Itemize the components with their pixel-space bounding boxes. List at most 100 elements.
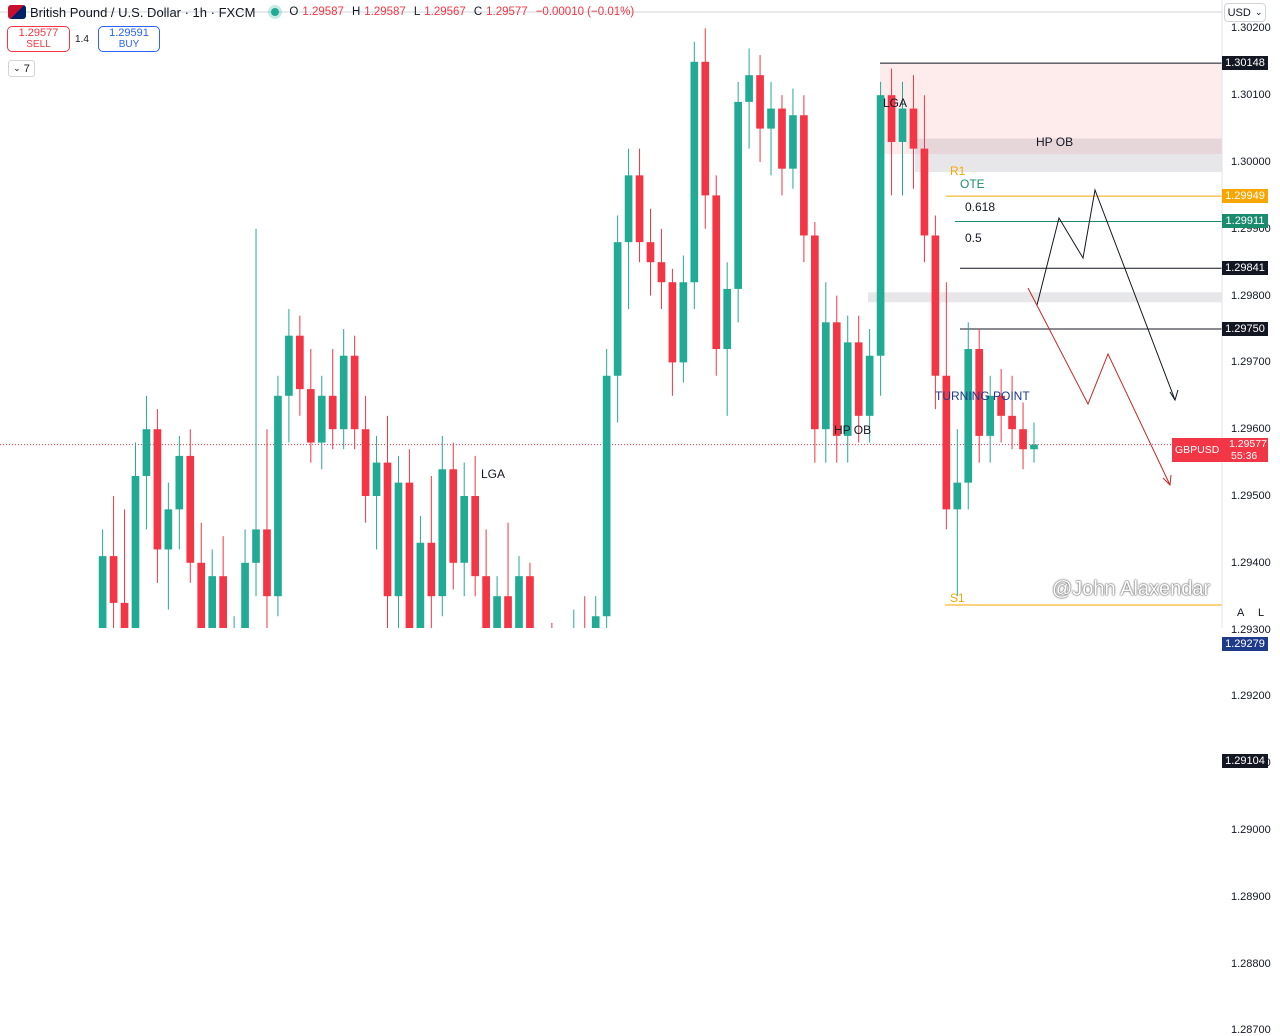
currency-selector[interactable]: USD ⌄ bbox=[1224, 3, 1266, 22]
price-tick: 1.29500 bbox=[1231, 490, 1271, 502]
r1-level-tag: 1.29949 bbox=[1222, 189, 1268, 204]
price-tick: 1.29700 bbox=[1231, 356, 1271, 369]
price-tick: 1.28900 bbox=[1231, 890, 1271, 903]
symbol-title[interactable]: British Pound / U.S. Dollar · 1h · FXCM bbox=[30, 4, 256, 20]
chevron-down-icon: ⌄ bbox=[13, 63, 21, 73]
price-tick: 1.30100 bbox=[1231, 89, 1271, 102]
price-tick: 1.29000 bbox=[1231, 824, 1271, 836]
hp-ob-top-zone bbox=[880, 63, 1222, 154]
order-block-zones bbox=[868, 63, 1222, 303]
candle-body bbox=[339, 355, 348, 430]
level-lines bbox=[0, 62, 1222, 606]
current-price-label: GBPUSD 1.29577 55:36 bbox=[1172, 437, 1268, 462]
candle-body bbox=[427, 542, 436, 597]
lga-low-level-tag: 1.29104 bbox=[1222, 753, 1268, 768]
sell-button[interactable]: 1.29577 SELL bbox=[7, 26, 70, 52]
bearish-arrow-head bbox=[1162, 474, 1172, 487]
candle-body bbox=[252, 529, 260, 563]
turning-point-level-tag: 1.29279 bbox=[1222, 636, 1268, 651]
ohlc-low-key: L bbox=[413, 6, 421, 18]
candle-body bbox=[778, 108, 786, 169]
candle-body bbox=[328, 395, 337, 430]
candle-body bbox=[723, 288, 732, 350]
candle-body bbox=[789, 115, 797, 169]
candle-body bbox=[821, 322, 830, 430]
candle-body bbox=[493, 596, 501, 628]
price-tick: 1.30000 bbox=[1231, 156, 1271, 168]
candle-body bbox=[953, 482, 962, 510]
s1-label: S1 bbox=[950, 591, 965, 605]
candle-body bbox=[515, 576, 523, 628]
candle-body bbox=[679, 282, 688, 363]
candle-body bbox=[482, 576, 490, 628]
candle-body bbox=[668, 282, 677, 363]
candle-body bbox=[526, 576, 534, 628]
candle-body bbox=[887, 95, 896, 142]
indicators-toggle-button[interactable]: ⌄ 7 bbox=[8, 60, 35, 77]
candle-body bbox=[98, 556, 107, 628]
candles bbox=[98, 28, 1038, 628]
candle-body bbox=[405, 482, 414, 628]
projection-paths bbox=[1027, 188, 1179, 487]
candle-body bbox=[613, 242, 622, 376]
candle-body bbox=[931, 235, 940, 376]
bar-countdown: 55:36 bbox=[1231, 449, 1258, 462]
candle-body bbox=[832, 322, 841, 436]
price-tick: 1.30200 bbox=[1231, 22, 1271, 35]
candle-body bbox=[690, 61, 699, 283]
candle-body bbox=[624, 175, 633, 243]
lga-top-label: LGA bbox=[883, 96, 908, 110]
candle-body bbox=[898, 108, 907, 142]
candle-body bbox=[131, 475, 140, 628]
candle-body bbox=[241, 562, 249, 628]
price-chart[interactable] bbox=[0, 0, 1280, 628]
candle-body bbox=[745, 75, 753, 102]
candle-body bbox=[109, 556, 118, 603]
candle-body bbox=[997, 395, 1005, 416]
fib-05-level-tag: 1.29750 bbox=[1222, 322, 1268, 336]
symbol-header: British Pound / U.S. Dollar · 1h · FXCM … bbox=[0, 0, 634, 24]
spread-value: 1.4 bbox=[75, 34, 89, 45]
fib-0618-level-tag: 1.29841 bbox=[1222, 261, 1268, 276]
currency-label: USD bbox=[1227, 6, 1251, 19]
candle-body bbox=[317, 395, 326, 443]
candle-body bbox=[460, 496, 469, 563]
candle-body bbox=[394, 482, 403, 597]
candle-body bbox=[175, 455, 184, 510]
candle-body bbox=[449, 469, 458, 563]
candle-body bbox=[197, 562, 206, 628]
candle-body bbox=[756, 75, 764, 129]
current-price: 1.29577 bbox=[1229, 437, 1267, 450]
gbp-usd-flag-icon bbox=[8, 5, 26, 19]
indicators-count: 7 bbox=[23, 62, 30, 75]
candle-body bbox=[372, 462, 381, 496]
candle-body bbox=[986, 395, 995, 436]
lga-bottom-label: LGA bbox=[481, 467, 506, 481]
candle-body bbox=[416, 542, 425, 628]
market-open-dot-icon bbox=[271, 8, 280, 16]
buy-label: BUY bbox=[118, 39, 140, 50]
candle-body bbox=[975, 349, 984, 436]
candle-body bbox=[811, 235, 819, 430]
candle-body bbox=[635, 175, 644, 243]
candle-body bbox=[854, 342, 863, 416]
price-change: −0.00010 (−0.01%) bbox=[535, 6, 635, 18]
ohlc-high-key: H bbox=[351, 6, 361, 18]
buy-button[interactable]: 1.29591 BUY bbox=[98, 26, 160, 52]
candle-body bbox=[1019, 429, 1027, 450]
candle-body bbox=[767, 108, 775, 129]
candle-body bbox=[646, 242, 655, 263]
ohlc-low-value: 1.29567 bbox=[424, 6, 466, 18]
candle-body bbox=[876, 95, 885, 356]
candle-body bbox=[865, 355, 874, 416]
candle-body bbox=[843, 342, 852, 436]
auto-scale-button[interactable]: A bbox=[1237, 607, 1245, 619]
ohlc-open-value: 1.29587 bbox=[302, 6, 344, 18]
r1-label: R1 bbox=[950, 164, 966, 178]
ote-level-tag: 1.29911 bbox=[1222, 214, 1268, 229]
candle-body bbox=[504, 596, 512, 628]
ohlc-open-key: O bbox=[289, 6, 299, 18]
log-scale-button[interactable]: L bbox=[1258, 607, 1265, 619]
candle-body bbox=[296, 335, 304, 390]
ohlc-high-value: 1.29587 bbox=[364, 6, 406, 18]
